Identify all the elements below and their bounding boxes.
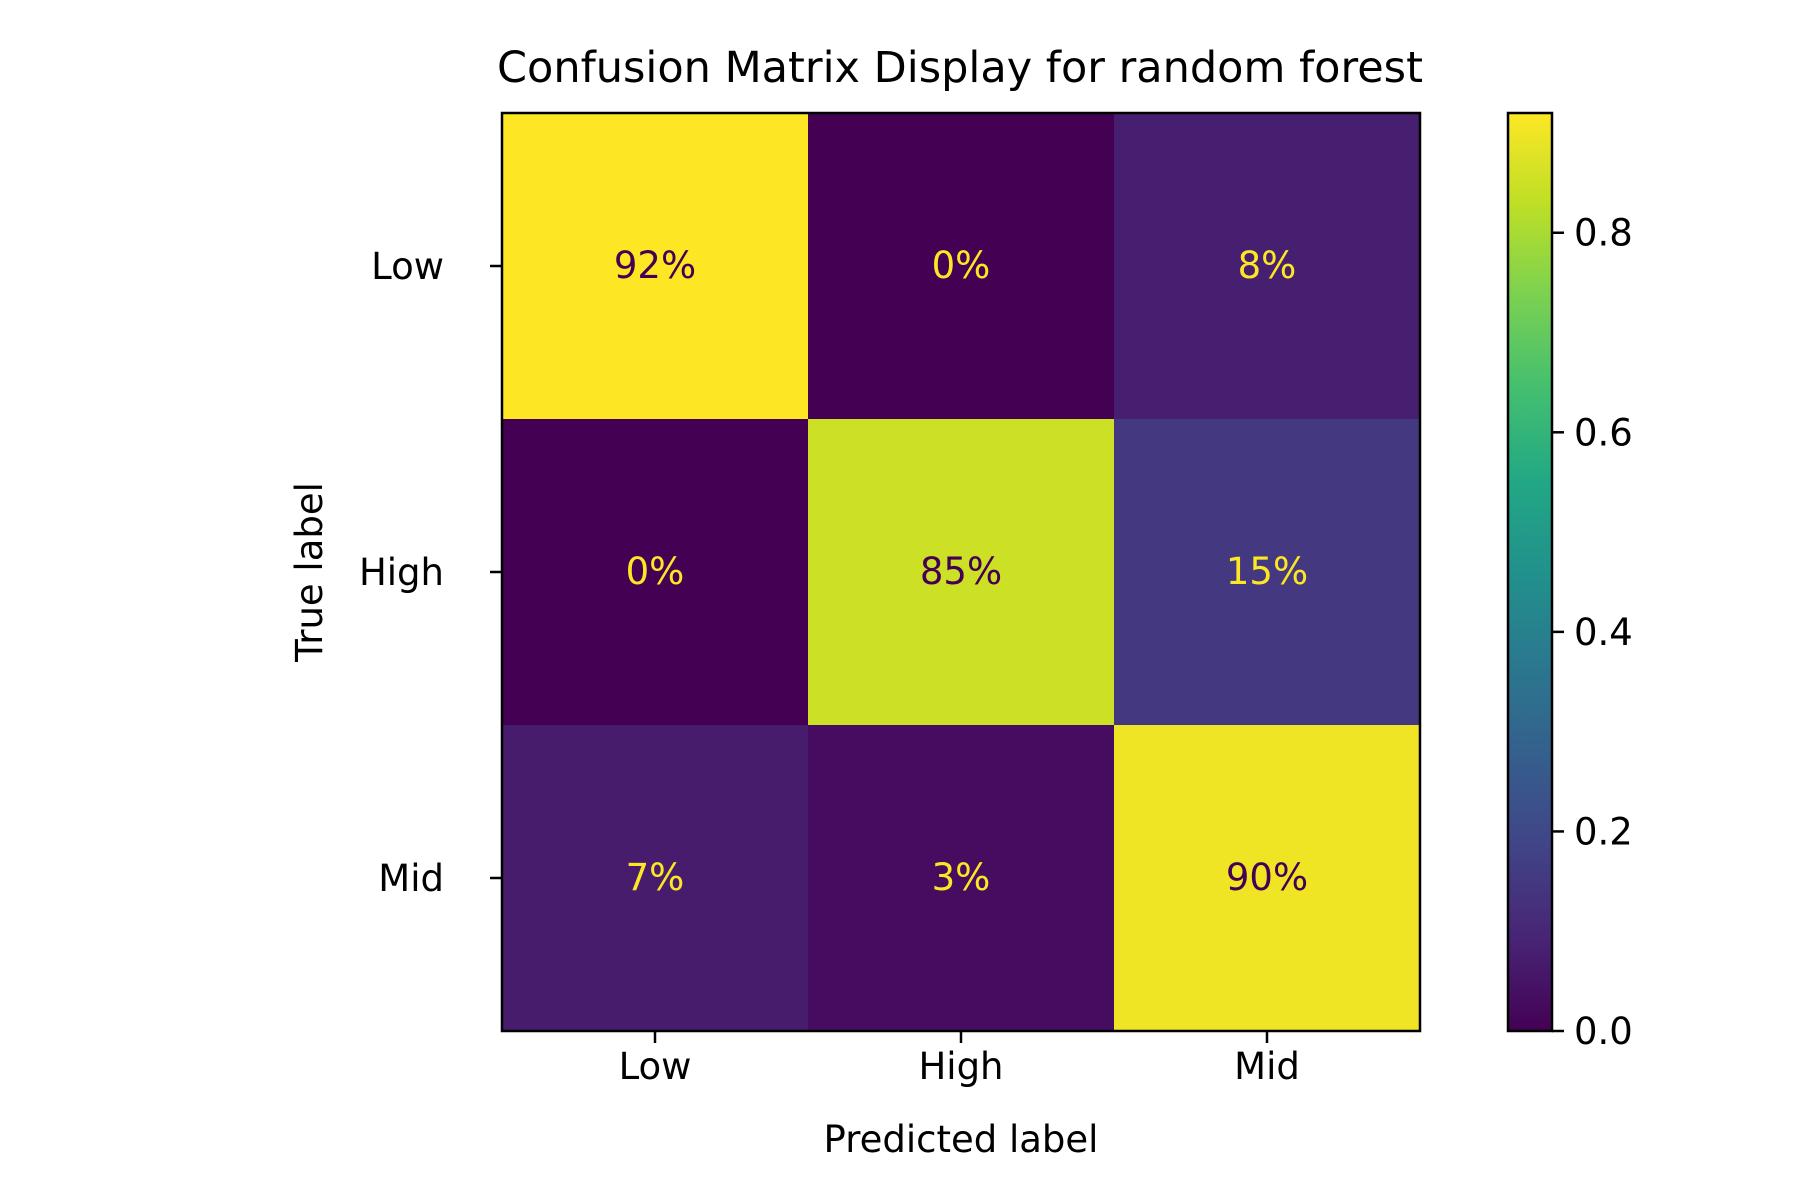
x-axis-ticks: Low High Mid [619,1031,1300,1088]
y-axis-ticks: Low High Mid [359,245,502,900]
heatmap-cell [502,725,809,1032]
heatmap-cell [808,725,1115,1032]
cell-value-label: 85% [920,550,1002,593]
heatmap-cell [502,419,809,726]
cell-value-label: 92% [614,244,696,287]
colorbar-tick-label: 0.2 [1574,810,1633,853]
heatmap-cell-labels: 92% 0% 8% 0% 85% 15% 7% 3% 90% [614,244,1308,899]
y-tick-label: Mid [378,857,444,900]
heatmap-cells [502,113,1421,1032]
colorbar-tick-label: 0.6 [1574,411,1633,454]
chart-title: Confusion Matrix Display for random fore… [497,43,1423,93]
y-axis-label: True label [288,482,331,663]
x-tick-label: Mid [1234,1045,1300,1088]
colorbar-tick-label: 0.0 [1574,1010,1633,1053]
cell-value-label: 0% [626,550,685,593]
colorbar-tick-label: 0.8 [1574,212,1633,255]
cell-value-label: 90% [1226,856,1308,899]
y-tick-label: High [359,551,444,594]
cell-value-label: 3% [932,856,991,899]
x-tick-label: Low [619,1045,692,1088]
heatmap-cell [808,113,1115,420]
x-tick-label: High [918,1045,1003,1088]
colorbar-tick-label: 0.4 [1574,611,1633,654]
heatmap-cell [502,113,809,420]
heatmap-cell [1114,725,1421,1032]
colorbar [1506,111,1554,1033]
cell-value-label: 15% [1226,550,1308,593]
heatmap-cell [1114,419,1421,726]
y-tick-label: Low [371,245,444,288]
cell-value-label: 7% [626,856,685,899]
x-axis-label: Predicted label [824,1118,1099,1161]
cell-value-label: 8% [1238,244,1297,287]
colorbar-ticks: 0.0 0.2 0.4 0.6 0.8 [1552,212,1633,1053]
heatmap-cell [1114,113,1421,420]
cell-value-label: 0% [932,244,991,287]
heatmap-cell [808,419,1115,726]
